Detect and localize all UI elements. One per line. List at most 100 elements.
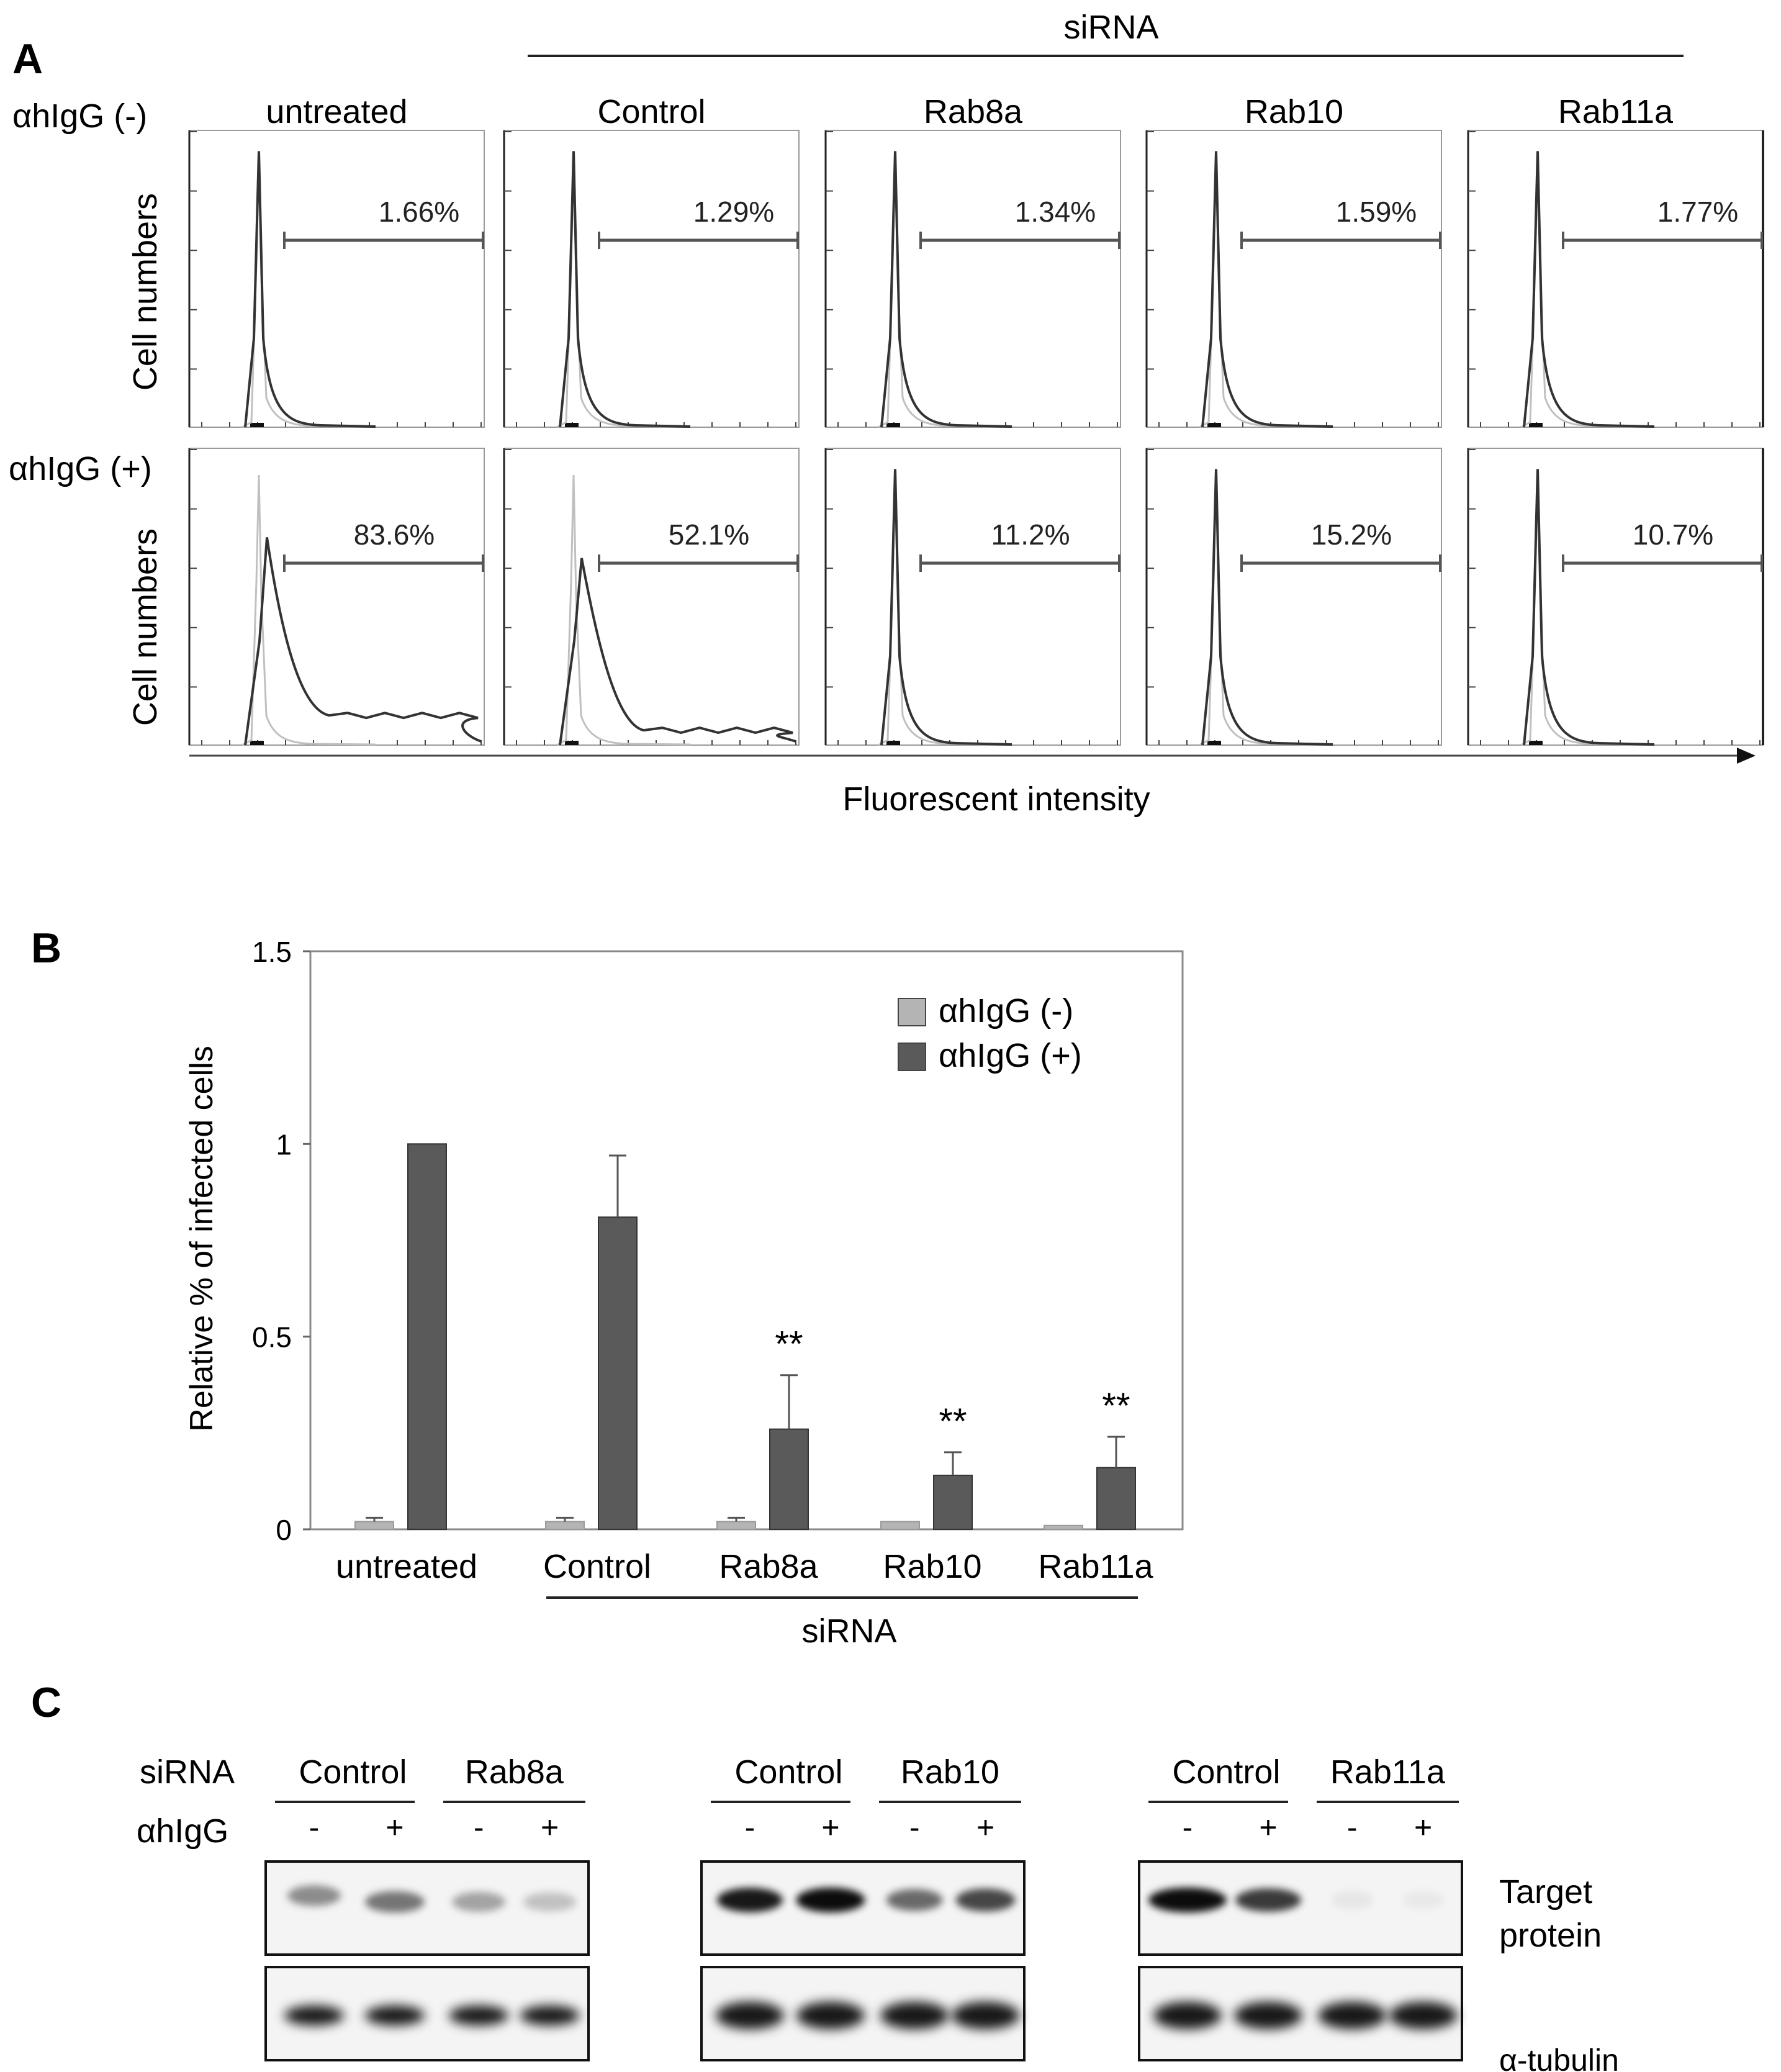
flow-panel-r2-rab11a: 10.7% [1467,448,1764,746]
flow-panel-frame [503,130,800,428]
flow-panel-frame [1146,448,1442,746]
histogram-sample-curve [880,469,1012,746]
gate-percentage-label: 1.59% [1336,196,1417,228]
gate-percentage-label: 83.6% [354,518,435,551]
histogram-sample-curve [244,151,376,428]
x-tick-label-untreated: untreated [336,1548,477,1585]
bar-group-untreated: untreated [336,1143,477,1585]
bar-group-control: Control [543,1154,651,1585]
lane-sign-plus: + [821,1810,839,1845]
flow-panel-r2-control: 52.1% [503,448,800,746]
gate-percentage-label: 1.29% [693,196,774,228]
panel-b: B 0 0.5 1 1.5 Relative % of infected cells un… [31,925,1184,1650]
flow-panel-frame [1146,130,1442,428]
flow-panel-frame [825,130,1121,428]
target-band [796,1888,865,1912]
row-label-igg-minus: αhIgG (-) [12,97,147,135]
legend-swatch-igg-plus [898,1043,926,1071]
flow-panel-frame [1468,448,1764,746]
bar-igg-minus [716,1521,756,1531]
target-band [287,1885,341,1906]
y-tick-label: 1 [276,1128,292,1160]
legend: αhIgG (-) αhIgG (+) [898,992,1082,1074]
target-band [523,1892,577,1912]
flow-panel-frame [189,130,485,428]
legend-swatch-igg-minus [898,998,926,1026]
significance-marker: ** [775,1324,803,1365]
column-title-rab8a: Rab8a [924,93,1023,130]
blot-header-target: Rab10 [901,1753,999,1791]
histogram-sample-curve [1523,469,1655,746]
flow-panel-r1-rab8a: 1.34% [824,130,1121,428]
y-tick-label: 0 [276,1514,292,1546]
blot-label-target-line2: protein [1499,1917,1602,1954]
lane-sign-minus: - [745,1810,755,1845]
target-band [955,1888,1016,1912]
gate-percentage-label: 11.2% [991,518,1070,551]
bar-chart: 0 0.5 1 1.5 Relative % of infected cells untr… [184,936,1184,1650]
flow-origin-mark [886,741,900,745]
tubulin-band [520,2006,580,2025]
column-title-untreated: untreated [266,93,407,130]
y-tick-label: 1.5 [252,936,292,968]
flow-histogram-panels: 1.66% 1.29% 1.34% 1.59% 1.77% 83.6% 52.1% 11.2%… [188,130,1764,746]
column-title-control: Control [597,93,705,130]
bar-igg-plus [598,1216,638,1530]
lane-sign-plus: + [1414,1810,1432,1845]
target-band [1235,1888,1301,1912]
histogram-sample-curve [244,537,482,746]
flow-origin-mark [1207,423,1221,427]
panel-b-label: B [31,925,61,972]
legend-label-igg-minus: αhIgG (-) [939,992,1073,1029]
flow-panel-r1-rab10: 1.59% [1145,130,1442,428]
tubulin-band [449,2006,509,2025]
tubulin-band [796,2002,865,2029]
blot-header-target: Rab8a [465,1753,564,1791]
target-band [1148,1888,1227,1912]
target-band [452,1891,506,1912]
histogram-sample-curve [1201,151,1333,428]
gate-percentage-label: 10.7% [1633,518,1713,551]
x-tick-label-control: Control [543,1548,651,1585]
blot-group-rab8a: Control Rab8a - + - + [264,1753,590,2061]
tubulin-band [284,2006,344,2025]
bar-igg-minus [354,1521,394,1531]
y-axis-label: Relative % of infected cells [184,1046,220,1431]
western-blots: Control Rab8a - + - + Control Rab10 - + - + Control R… [264,1753,1463,2061]
column-titles: untreated Control Rab8a Rab10 Rab11a [266,93,1674,130]
histogram-sample-curve [1523,151,1655,428]
lane-sign-minus: - [474,1810,484,1845]
flow-panel-r1-control: 1.29% [503,130,800,428]
flow-panel-r1-untreated: 1.66% [188,130,485,428]
lane-sign-plus: + [541,1810,559,1845]
lane-sign-plus: + [386,1810,404,1845]
lane-sign-minus: - [909,1810,920,1845]
tubulin-band [880,2002,949,2029]
gate-percentage-label: 52.1% [669,518,749,551]
x-tick-label-rab8a: Rab8a [719,1548,818,1585]
column-title-rab11a: Rab11a [1558,93,1674,130]
blot-header-control: Control [1172,1753,1280,1791]
y-axis-label-row1: Cell numbers [127,193,164,391]
flow-panel-r2-rab10: 15.2% [1145,448,1442,746]
bar-igg-plus [933,1475,973,1531]
gate-percentage-label: 1.34% [1015,196,1096,228]
lane-sign-minus: - [1347,1810,1358,1845]
tubulin-band [1153,2002,1222,2029]
x-axis-label: Fluorescent intensity [842,780,1150,818]
histogram-baseline-curve [241,474,376,746]
blot-label-target-line1: Target [1499,1873,1592,1911]
significance-marker: ** [939,1401,967,1442]
tubulin-band [1318,2002,1387,2029]
y-tick-label: 0.5 [252,1321,292,1354]
bar-igg-minus [545,1521,585,1531]
column-title-rab10: Rab10 [1245,93,1343,130]
flow-panel-frame [503,448,800,746]
tubulin-band [951,2002,1020,2029]
tubulin-band [1234,2002,1302,2029]
tubulin-band [716,2002,784,2029]
panel-c: C siRNA αhIgG Control Rab8a - + - + Control Rab… [31,1679,1619,2072]
bar-igg-minus [880,1521,920,1531]
gate-percentage-label: 1.66% [379,196,459,228]
blot-label-tubulin: α-tubulin [1499,2043,1619,2072]
